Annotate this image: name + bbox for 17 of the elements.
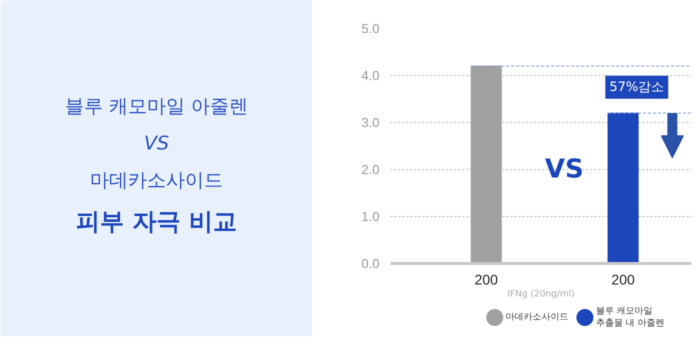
y-tick-label: 3.0 [361,115,380,130]
y-tick-label: 2.0 [361,162,380,177]
annotation: 57%감소 [609,80,664,95]
y-tick-label: 4.0 [361,68,380,83]
y-tick-label: 5.0 [361,21,380,36]
legend-label: 블루 캐모마일 추출물 내 아줄렌 [596,306,665,328]
text: 마데카소사이드 [90,170,223,192]
annotation: VS [544,154,584,184]
x-tick-label: 200 [474,272,498,288]
x-axis-title: IFNg (20ng/ml) [507,290,575,300]
legend-label: 마데카소사이드 [506,312,569,322]
x-tick-label: 200 [611,272,635,288]
text: VS [144,132,170,154]
y-tick-label: 0.0 [361,256,380,271]
text: 블루 캐모마일 아줄렌 [64,96,248,118]
y-tick-label: 1.0 [361,209,380,224]
text: 피부 자극 비교 [76,208,237,236]
